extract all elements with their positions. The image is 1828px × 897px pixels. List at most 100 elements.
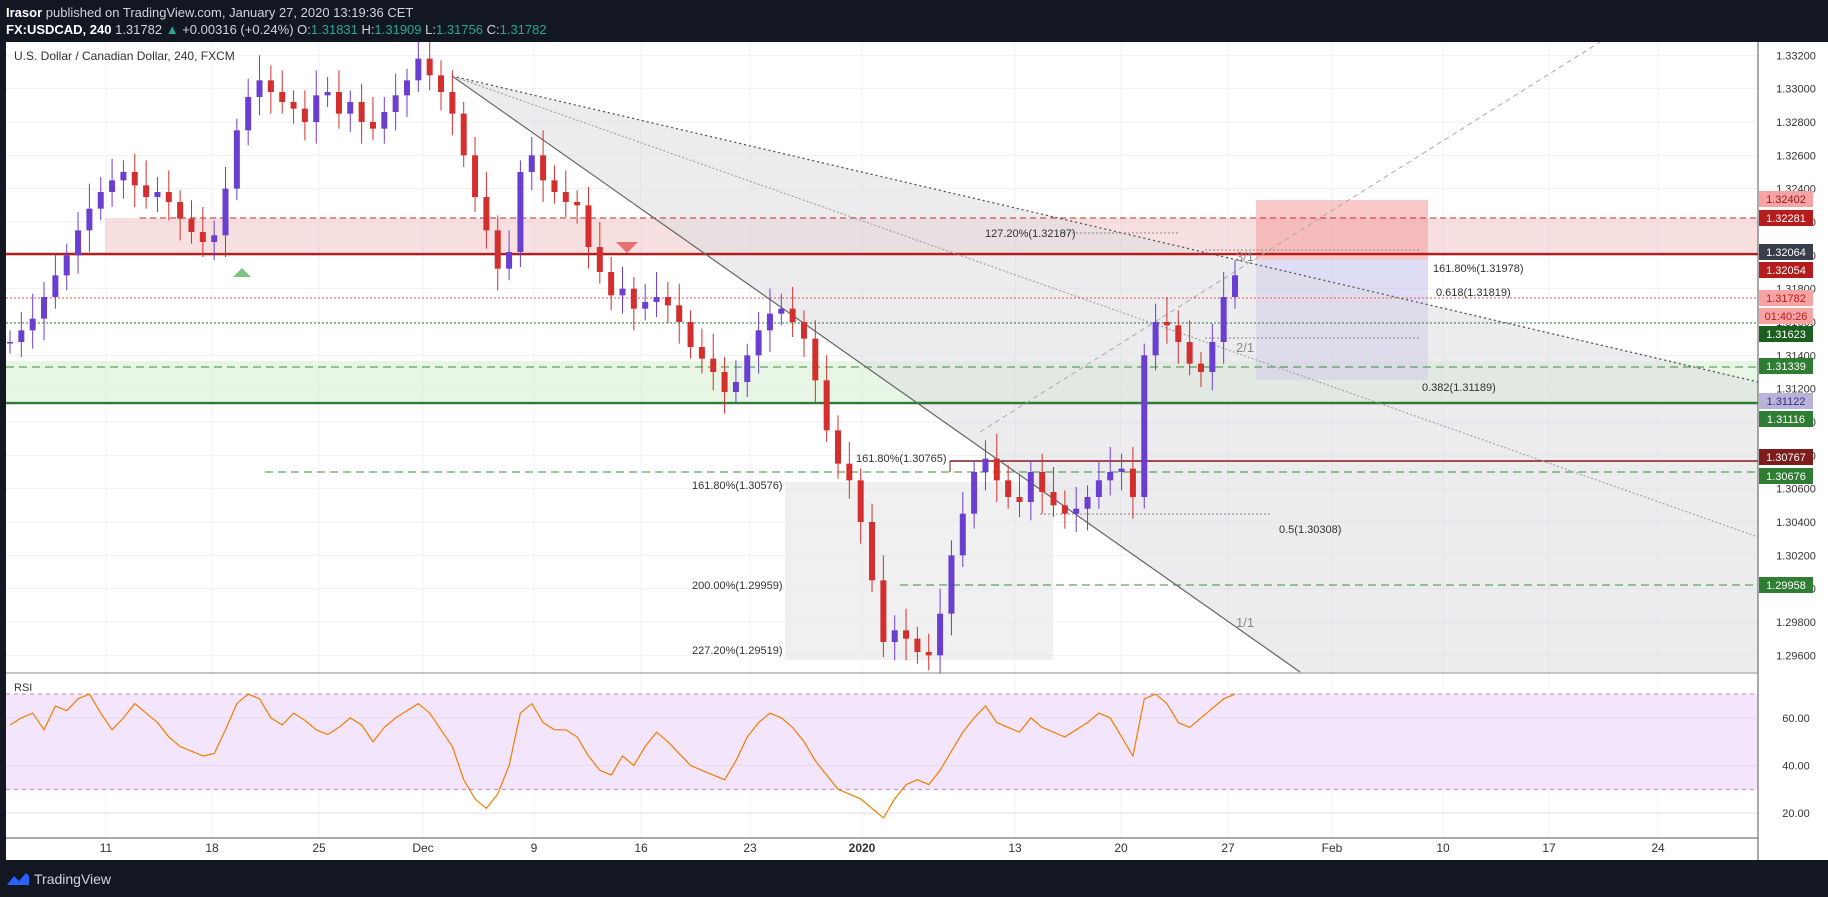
candle-body[interactable] (948, 555, 955, 614)
candle-body[interactable] (7, 342, 13, 344)
candle-body[interactable] (245, 97, 252, 131)
candle-body[interactable] (1197, 363, 1204, 372)
candle-body[interactable] (710, 358, 717, 372)
candle-body[interactable] (676, 305, 683, 322)
candle-body[interactable] (744, 355, 751, 382)
candle-body[interactable] (1027, 472, 1034, 502)
candle-body[interactable] (608, 272, 615, 296)
candle-body[interactable] (1005, 480, 1012, 497)
candle-body[interactable] (29, 318, 36, 331)
candle-body[interactable] (460, 113, 467, 156)
candle-body[interactable] (1220, 297, 1227, 342)
candle-body[interactable] (1050, 492, 1057, 506)
candle-body[interactable] (494, 230, 501, 269)
footer-brand[interactable]: TradingView (34, 871, 112, 887)
candle-body[interactable] (993, 458, 1000, 481)
rsi-line[interactable] (9, 693, 1236, 819)
candle-body[interactable] (551, 180, 558, 192)
candle-body[interactable] (971, 472, 978, 514)
candle-body[interactable] (982, 458, 989, 472)
candle-body[interactable] (562, 192, 569, 202)
candle-body[interactable] (664, 297, 671, 306)
annotation-label[interactable]: 227.20%(1.29519) (692, 645, 783, 657)
candle-body[interactable] (1107, 472, 1114, 481)
author-name[interactable]: Irasor (6, 5, 43, 20)
candle-body[interactable] (143, 185, 150, 197)
candle-body[interactable] (1073, 508, 1080, 514)
candle-body[interactable] (392, 95, 399, 112)
candle-series[interactable] (7, 42, 1238, 674)
candle-body[interactable] (154, 192, 161, 197)
candle-body[interactable] (823, 380, 830, 431)
candle-body[interactable] (619, 288, 626, 296)
rsi-pane[interactable]: RSI (6, 682, 1758, 819)
candle-body[interactable] (755, 330, 762, 356)
candle-body[interactable] (86, 208, 93, 231)
candle-body[interactable] (347, 102, 354, 114)
candle-body[interactable] (18, 330, 25, 342)
candle-body[interactable] (1039, 472, 1046, 492)
candle-body[interactable] (1061, 505, 1068, 514)
candle-body[interactable] (165, 192, 172, 202)
candle-body[interactable] (472, 155, 479, 197)
candle-body[interactable] (324, 92, 331, 96)
candle-body[interactable] (120, 172, 127, 181)
annotation-label[interactable]: 127.20%(1.32187) (985, 228, 1076, 240)
candle-body[interactable] (63, 255, 70, 276)
candle-body[interactable] (857, 480, 864, 522)
tradingview-logo-icon[interactable] (6, 871, 30, 887)
candle-body[interactable] (732, 382, 739, 392)
candle-body[interactable] (438, 75, 445, 92)
candle-body[interactable] (1118, 468, 1125, 472)
annotation-label[interactable]: 200.00%(1.29959) (692, 580, 783, 592)
candle-body[interactable] (903, 630, 910, 639)
candle-body[interactable] (369, 122, 376, 129)
candle-body[interactable] (1175, 325, 1182, 342)
candle-body[interactable] (335, 92, 342, 114)
candle-body[interactable] (800, 322, 807, 339)
candle-body[interactable] (483, 197, 490, 231)
annotation-label[interactable]: 1/1 (1236, 615, 1254, 630)
candle-body[interactable] (426, 58, 433, 76)
candle-body[interactable] (1129, 468, 1136, 497)
candle-body[interactable] (653, 297, 660, 302)
candle-body[interactable] (1141, 355, 1148, 497)
candle-body[interactable] (1095, 480, 1102, 497)
candle-body[interactable] (937, 613, 944, 656)
annotation-label[interactable]: 161.80%(1.30576) (692, 480, 783, 492)
time-axis[interactable]: 11 18 25 Dec 9 16 23 2020 13 20 27 Feb 10 17 24 (100, 841, 1665, 855)
candle-body[interactable] (52, 275, 59, 297)
candle-body[interactable] (267, 80, 274, 92)
candle-body[interactable] (891, 630, 898, 642)
candle-body[interactable] (642, 302, 649, 309)
candle-body[interactable] (630, 288, 637, 309)
candle-body[interactable] (835, 430, 842, 464)
candle-body[interactable] (517, 172, 524, 252)
candle-body[interactable] (914, 638, 921, 652)
candle-body[interactable] (1163, 322, 1170, 326)
candle-body[interactable] (313, 95, 320, 122)
candle-body[interactable] (211, 235, 218, 242)
candle-body[interactable] (869, 522, 876, 581)
candle-body[interactable] (75, 230, 82, 256)
candle-body[interactable] (506, 252, 513, 269)
candle-body[interactable] (778, 308, 785, 314)
candle-body[interactable] (97, 192, 104, 209)
candle-body[interactable] (177, 202, 184, 219)
candle-body[interactable] (1232, 275, 1238, 297)
candle-body[interactable] (1186, 342, 1193, 364)
annotation-label[interactable]: 161.80%(1.30765) (856, 453, 947, 465)
candle-body[interactable] (233, 130, 240, 189)
candle-body[interactable] (449, 92, 456, 114)
candle-body[interactable] (1016, 497, 1023, 502)
annotation-label[interactable]: 0.618(1.31819) (1436, 287, 1511, 299)
annotation-label[interactable]: 0.382(1.31189) (1422, 382, 1496, 394)
candle-body[interactable] (1209, 342, 1216, 372)
candle-body[interactable] (880, 580, 887, 642)
gann-1x1-line[interactable] (451, 75, 1301, 673)
candle-body[interactable] (1152, 322, 1159, 356)
candle-body[interactable] (789, 308, 796, 322)
candle-body[interactable] (1084, 497, 1091, 509)
candle-body[interactable] (358, 102, 365, 122)
candle-body[interactable] (812, 338, 819, 381)
